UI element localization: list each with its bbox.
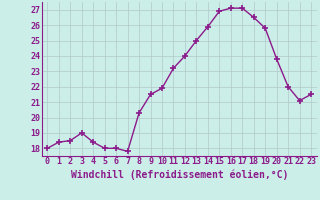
X-axis label: Windchill (Refroidissement éolien,°C): Windchill (Refroidissement éolien,°C) (70, 169, 288, 180)
